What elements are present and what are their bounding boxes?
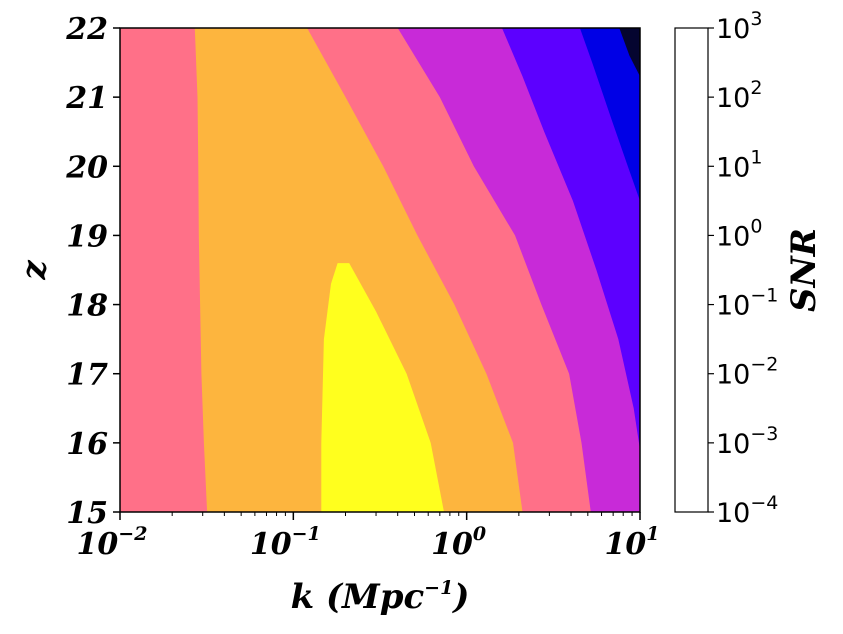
y-tick-label: 17 [66,358,108,393]
y-tick-label: 18 [66,289,108,324]
colorbar-tick-label: 10−3 [716,423,778,460]
band-10-to-100 [194,28,523,512]
plot-frame [119,27,641,513]
y-axis-label: z [14,260,54,281]
x-axis-label: k (Mpc−1) [291,577,470,617]
x-tick-label: 100 [431,523,486,562]
colorbar-tick-label: 102 [716,77,762,114]
band-0.001-to-0.01 [579,28,640,201]
colorbar-tick-label: 103 [716,8,762,45]
colorbar-tick-label: 10−4 [716,492,778,529]
plot-area [120,28,640,512]
colorbar-frame [674,27,709,513]
colorbar-tick-label: 100 [716,215,762,252]
colorbar: 10−4 10−3 10−2 10−1 100 101 102 103 [674,8,778,529]
band-0.01-to-0.1 [502,28,640,450]
y-tick-label: 16 [66,427,108,462]
band-below-0.001 [619,28,640,77]
colorbar-tick-label: 10−1 [716,285,778,322]
y-tick-label: 21 [65,81,108,116]
x-tick-label: 101 [605,523,660,562]
x-tick-label: 10−2 [77,523,148,562]
band-above-100 [321,263,444,512]
y-tick-label: 20 [65,150,108,185]
y-tick-label: 15 [66,496,108,531]
colorbar-label: SNR [784,228,824,312]
colorbar-tick-label: 101 [716,146,762,183]
x-axis: 10−2 10−1 100 101 [77,512,660,562]
colorbar-tick-label: 10−2 [716,354,778,391]
y-axis: 15 16 17 18 19 20 21 22 [65,12,120,531]
x-tick-label: 10−1 [250,523,321,562]
y-tick-label: 22 [65,12,108,47]
y-tick-label: 19 [66,219,108,254]
